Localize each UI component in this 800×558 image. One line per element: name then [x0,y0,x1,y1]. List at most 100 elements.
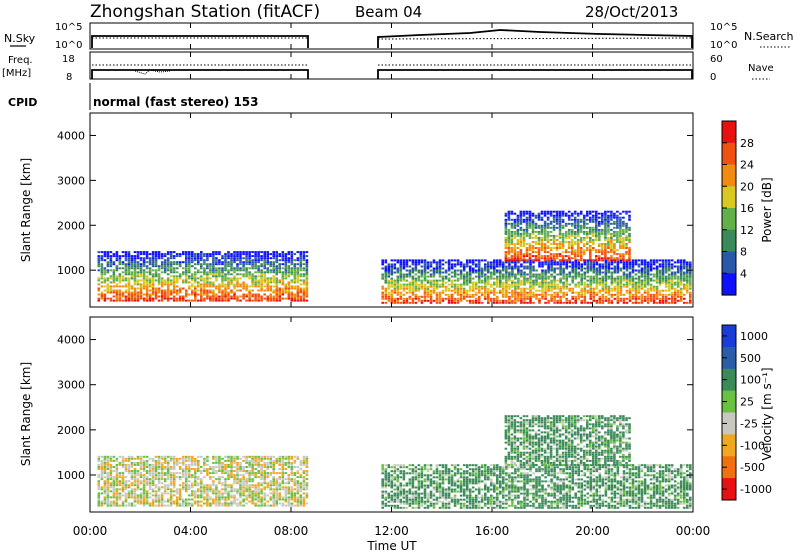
range-cell [677,272,680,274]
range-cell [107,290,110,292]
range-cell [203,490,206,492]
range-cell [409,276,412,278]
range-cell [484,276,487,278]
range-cell [146,480,149,482]
range-cell [559,247,562,249]
range-cell [463,268,466,270]
range-cell [571,225,574,227]
range-cell [607,237,610,239]
range-cell [529,292,532,294]
range-cell [517,270,520,272]
range-cell [128,298,131,300]
range-cell [242,269,245,271]
range-cell [499,263,502,265]
range-cell [433,270,436,272]
range-cell [544,263,547,265]
range-cell [689,284,692,286]
range-cell [221,300,224,302]
range-cell [170,505,173,507]
range-cell [263,472,266,474]
range-cell [517,229,520,231]
range-cell [176,275,179,277]
range-cell [638,278,641,280]
range-cell [143,496,146,498]
range-cell [535,274,538,276]
range-cell [647,268,650,270]
range-cell [116,290,119,292]
range-cell [445,278,448,280]
range-cell [668,286,671,288]
range-cell [173,300,176,302]
range-cell [125,277,128,279]
range-cell [535,251,538,253]
range-cell [206,456,209,458]
range-cell [137,464,140,466]
range-cell [421,276,424,278]
range-cell [137,294,140,296]
range-cell [285,253,288,255]
range-cell [288,290,291,292]
range-cell [610,257,613,259]
range-cell [520,280,523,282]
range-cell [541,296,544,298]
range-cell [529,221,532,223]
range-cell [248,486,251,488]
range-cell [149,283,152,285]
range-cell [137,279,140,281]
range-cell [556,239,559,241]
range-cell [152,265,155,267]
range-cell [508,261,511,263]
range-cell [152,277,155,279]
range-cell [131,488,134,490]
range-cell [686,263,689,265]
range-cell [607,231,610,233]
range-cell [433,284,436,286]
range-cell [605,270,608,272]
range-cell [170,251,173,253]
range-cell [520,257,523,259]
range-cell [200,456,203,458]
range-cell [275,279,278,281]
range-cell [608,302,611,304]
range-cell [191,290,194,292]
range-cell [689,294,692,296]
range-cell [403,276,406,278]
range-cell [650,259,653,261]
range-cell [188,456,191,458]
range-cell [520,255,523,257]
range-cell [149,257,152,259]
range-cell [562,302,565,304]
range-cell [167,478,170,480]
range-cell [143,271,146,273]
range-cell [113,484,116,486]
range-cell [686,282,689,284]
range-cell [529,211,532,213]
range-cell [179,275,182,277]
range-cell [668,276,671,278]
range-cell [587,263,590,265]
range-cell [472,263,475,265]
range-cell [622,225,625,227]
range-cell [203,253,206,255]
range-cell [656,302,659,304]
range-cell [155,290,158,292]
range-cell [297,269,300,271]
range-cell [179,466,182,468]
range-cell [565,300,568,302]
range-cell [680,266,683,268]
range-cell [415,259,418,261]
range-cell [541,266,544,268]
range-cell [194,271,197,273]
range-cell [173,292,176,294]
range-cell [650,274,653,276]
range-cell [233,255,236,257]
range-cell [439,302,442,304]
range-cell [233,503,236,505]
range-cell [303,292,306,294]
range-cell [587,280,590,282]
range-cell [122,464,125,466]
range-cell [617,280,620,282]
range-cell [185,271,188,273]
range-cell [206,458,209,460]
range-cell [233,476,236,478]
